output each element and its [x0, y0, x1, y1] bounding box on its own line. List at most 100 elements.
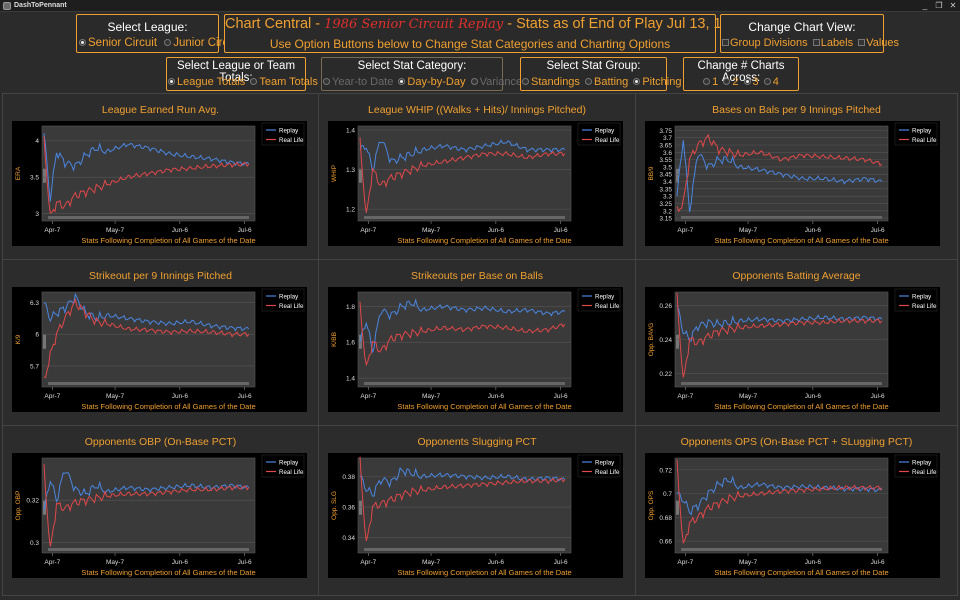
y-tick-label: 3.65: [659, 143, 672, 150]
legend-label: Real Life: [595, 469, 620, 476]
x-tick-label: Apr-7: [677, 227, 693, 234]
chart-plot: 5.7 6 6.3 Apr-7 May-7 Jun-6 Jul-6 K/9 Stats Foll…: [12, 287, 307, 412]
minimize-button[interactable]: _: [922, 1, 928, 10]
chart-title: Strikeouts per Base on Balls: [411, 270, 543, 282]
chart-view-header: Change Chart View:: [748, 20, 856, 34]
y-tick-label: 1.3: [346, 167, 355, 174]
totals-header: Select League or Team Totals:: [176, 60, 296, 84]
group-option-standings[interactable]: Standings: [522, 76, 580, 88]
x-tick-label: Apr-7: [360, 393, 376, 400]
category-option-variance[interactable]: Variance: [470, 76, 522, 88]
legend-label: Replay: [912, 459, 932, 466]
charts-across-option-1[interactable]: 1: [703, 76, 718, 88]
legend-label: Replay: [279, 293, 299, 300]
y-tick-label: 3.55: [659, 157, 672, 164]
restore-button[interactable]: ❐: [935, 1, 943, 10]
x-tick-label: Jul-6: [871, 393, 885, 400]
checkbox-icon: [858, 39, 866, 46]
series-line-real-life: [676, 133, 883, 213]
x-axis-label: Stats Following Completion of All Games …: [81, 236, 255, 245]
x-tick-label: Jul-6: [554, 227, 568, 234]
radio-icon: [703, 78, 711, 85]
y-tick-label: 0.26: [659, 303, 672, 310]
league-option-senior[interactable]: Senior Circuit: [79, 37, 157, 49]
checkbox-group-divisions[interactable]: Group Divisions: [722, 37, 808, 49]
x-tick-label: Jul-6: [554, 559, 568, 566]
legend-label: Replay: [595, 459, 615, 466]
x-tick-label: Jul-6: [871, 227, 885, 234]
x-tick-label: Jul-6: [871, 559, 885, 566]
category-header: Select Stat Category:: [357, 60, 467, 72]
y-tick-label: 0.72: [659, 467, 672, 474]
chart-panel-opp-obp: Opponents OBP (On-Base PCT) 0.3 0.32 Apr-7…: [3, 426, 319, 595]
zoom-scrollbar: [681, 382, 882, 385]
chart-panel-kbb: Strikeouts per Base on Balls 1.4 1.6 1.8 Ap…: [319, 260, 636, 426]
window-titlebar: DashToPennant _ ❐ ✕: [0, 0, 960, 12]
chart-panel-opp-ops: Opponents OPS (On-Base PCT + SLugging PC…: [636, 426, 957, 595]
category-selector: Select Stat Category: Year-to Date Day-b…: [321, 57, 522, 91]
app-icon: [3, 2, 11, 10]
chart-svg: 0.22 0.24 0.26 Apr-7 May-7 Jun-6 Jul-6 Opp. BAV…: [648, 288, 938, 411]
series-line-real-life: [676, 459, 883, 545]
group-option-pitching[interactable]: Pitching: [633, 76, 681, 88]
checkbox-values[interactable]: Values: [858, 37, 899, 49]
chart-panel-opp-bavg: Opponents Batting Average 0.22 0.24 0.26 Ap…: [636, 260, 957, 426]
x-tick-label: Jul-6: [554, 393, 568, 400]
radio-icon: [763, 78, 771, 85]
radio-selected-icon: [79, 39, 86, 46]
chart-title: Opponents OBP (On-Base PCT): [84, 436, 237, 448]
x-axis-label: Stats Following Completion of All Games …: [81, 568, 255, 577]
chart-panel-bb9: Bases on Bals per 9 Innings Pitched 3.15…: [636, 94, 957, 260]
chart-svg: 3 3.5 4 Apr-7 May-7 Jun-6 Jul-6 ERA Stats Follow…: [15, 122, 305, 245]
zoom-handle: [43, 334, 46, 349]
x-axis-label: Stats Following Completion of All Games …: [397, 236, 571, 245]
radio-icon: [585, 78, 592, 85]
y-tick-label: 0.34: [342, 535, 355, 542]
x-tick-label: May-7: [106, 393, 124, 400]
radio-selected-icon: [398, 78, 406, 85]
chart-svg: 3.153.23.253.33.353.43.453.53.553.63.653…: [648, 122, 938, 245]
charts-across-option-4[interactable]: 4: [763, 76, 779, 88]
legend-label: Replay: [912, 293, 932, 300]
series-line-replay: [359, 466, 566, 497]
checkbox-labels[interactable]: Labels: [812, 37, 853, 49]
chart-title: Strikeout per 9 Innings Pitched: [88, 270, 232, 282]
x-tick-label: Jul-6: [238, 559, 252, 566]
chart-plot: 3 3.5 4 Apr-7 May-7 Jun-6 Jul-6 ERA Stats Follow…: [12, 121, 307, 246]
x-tick-label: May-7: [739, 393, 757, 400]
close-button[interactable]: ✕: [949, 1, 957, 10]
y-tick-label: 0.38: [342, 474, 355, 481]
y-tick-label: 3.5: [30, 175, 39, 182]
series-line-real-life: [43, 136, 250, 214]
league-option-junior[interactable]: Junior Circuit: [164, 37, 240, 49]
league-header: Select League:: [107, 20, 188, 34]
chart-title: Opponents OPS (On-Base PCT + SLugging PC…: [680, 436, 913, 448]
group-option-batting[interactable]: Batting: [585, 76, 628, 88]
chart-plot: 3.15 3.2 3.25 3.3 3.35 3.4 3.45 3.5 3.55 3.6 3.65 3…: [645, 121, 940, 246]
y-tick-label: 0.22: [659, 371, 672, 378]
x-tick-label: Apr-7: [360, 559, 376, 566]
x-tick-label: May-7: [422, 227, 440, 234]
x-tick-label: Apr-7: [44, 227, 60, 234]
y-tick-label: 3.25: [659, 201, 672, 208]
chart-grid: League Earned Run Avg. 3 3.5 4 Apr-7 May-7 Ju…: [2, 93, 958, 596]
category-option-ytd[interactable]: Year-to Date: [323, 76, 393, 88]
totals-option-team[interactable]: Team Totals: [250, 76, 318, 88]
x-tick-label: Jun-6: [488, 393, 505, 400]
series-line-replay: [676, 140, 883, 213]
charts-across-option-2[interactable]: 2: [723, 76, 738, 88]
zoom-handle: [676, 334, 679, 349]
category-option-day-by-day[interactable]: Day-by-Day: [398, 76, 466, 88]
legend-label: Replay: [279, 127, 299, 134]
zoom-scrollbar: [681, 548, 882, 551]
y-tick-label: 3.45: [659, 172, 672, 179]
y-tick-label: 0.7: [663, 491, 672, 498]
charts-across-option-3[interactable]: 3: [743, 76, 759, 88]
totals-option-league[interactable]: League Totals: [168, 76, 245, 88]
legend-label: Real Life: [912, 137, 937, 144]
y-tick-label: 3: [35, 211, 39, 218]
plot-area: [41, 125, 256, 222]
x-tick-label: Jun-6: [172, 393, 189, 400]
chart-legend: Replay Real Life: [894, 122, 938, 146]
legend-label: Real Life: [912, 469, 937, 476]
